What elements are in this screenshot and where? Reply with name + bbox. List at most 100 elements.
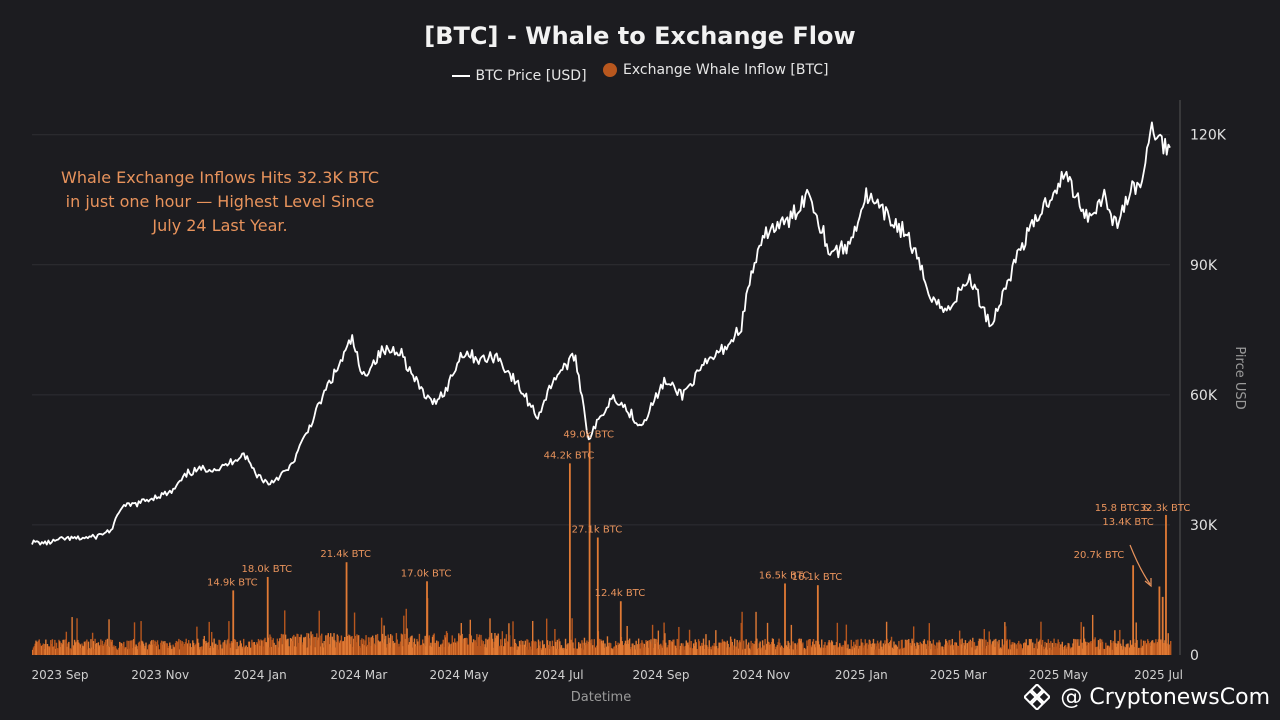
- inflow-bar: [743, 648, 746, 655]
- inflow-bar: [486, 647, 488, 655]
- inflow-bar: [541, 649, 543, 655]
- inflow-spike-bar: [1165, 514, 1167, 655]
- inflow-bar: [68, 641, 70, 655]
- inflow-bar: [106, 638, 109, 655]
- inflow-bar: [225, 645, 228, 655]
- inflow-bar: [775, 649, 777, 655]
- inflow-bar: [1033, 648, 1036, 655]
- inflow-bar: [422, 643, 425, 655]
- inflow-bar: [34, 643, 36, 655]
- inflow-bar: [972, 637, 974, 655]
- inflow-bar: [826, 645, 829, 655]
- inflow-bar: [405, 608, 407, 655]
- inflow-bar: [559, 647, 562, 655]
- inflow-bar: [658, 649, 660, 655]
- inflow-bar: [821, 647, 824, 655]
- inflow-bar: [883, 645, 885, 655]
- inflow-bar: [787, 640, 789, 655]
- legend-item-inflow[interactable]: Exchange Whale Inflow [BTC]: [603, 62, 828, 78]
- inflow-bar: [1098, 649, 1100, 655]
- inflow-bar: [377, 640, 380, 655]
- inflow-bar: [900, 639, 903, 655]
- inflow-bar: [327, 633, 329, 655]
- inflow-bar: [307, 647, 309, 655]
- inflow-bar: [115, 648, 118, 655]
- inflow-bar: [1152, 642, 1155, 655]
- inflow-bar: [64, 649, 66, 655]
- inflow-bar: [447, 646, 449, 655]
- inflow-bar: [677, 639, 679, 655]
- inflow-bar: [137, 642, 140, 655]
- inflow-bar: [889, 641, 891, 655]
- inflow-bar: [394, 644, 397, 655]
- inflow-bar: [441, 643, 444, 655]
- inflow-bar: [481, 643, 484, 655]
- inflow-bar: [83, 641, 86, 655]
- inflow-bar: [580, 648, 582, 655]
- inflow-bar: [1112, 641, 1114, 655]
- inflow-bar: [229, 647, 232, 655]
- inflow-bar: [107, 645, 109, 655]
- inflow-bar: [628, 638, 631, 655]
- inflow-bar: [770, 641, 773, 655]
- inflow-bar: [559, 641, 561, 655]
- y-axis-label: Pirce USD: [1232, 346, 1247, 409]
- inflow-bar: [705, 634, 707, 655]
- inflow-bar: [665, 647, 668, 655]
- inflow-bar: [82, 645, 84, 655]
- inflow-bar: [1140, 639, 1142, 655]
- inflow-bar: [330, 633, 332, 655]
- inflow-bar: [180, 643, 182, 655]
- inflow-bar: [667, 645, 669, 655]
- inflow-bar: [463, 638, 465, 655]
- inflow-bar: [1124, 647, 1127, 655]
- inflow-bar: [573, 648, 576, 655]
- inflow-bar: [885, 643, 887, 655]
- inflow-bar: [812, 641, 814, 655]
- inflow-bar: [85, 641, 87, 655]
- inflow-bar: [189, 643, 192, 655]
- inflow-bar: [912, 626, 915, 655]
- inflow-bar: [204, 643, 206, 655]
- inflow-bar: [974, 649, 976, 655]
- inflow-bar: [735, 646, 738, 655]
- inflow-bar: [407, 638, 409, 655]
- inflow-bar: [1042, 646, 1045, 655]
- inflow-bar: [1099, 638, 1101, 655]
- inflow-bar: [487, 639, 490, 655]
- inflow-bar: [896, 646, 898, 655]
- inflow-bar: [1048, 643, 1050, 655]
- inflow-bar: [420, 644, 422, 655]
- inflow-bar: [754, 641, 756, 655]
- inflow-bar: [222, 642, 224, 655]
- inflow-bar: [544, 647, 546, 655]
- inflow-bar: [1021, 649, 1023, 655]
- inflow-bar: [251, 639, 253, 655]
- inflow-bar: [380, 617, 383, 655]
- inflow-bar: [498, 645, 500, 655]
- inflow-bar: [119, 641, 121, 655]
- inflow-bar: [1064, 645, 1066, 655]
- inflow-bar: [177, 641, 179, 655]
- inflow-bar: [197, 642, 200, 655]
- inflow-bar: [720, 642, 723, 655]
- inflow-bar: [1113, 642, 1115, 655]
- inflow-bar: [95, 644, 97, 655]
- x-tick-label: 2023 Nov: [131, 668, 189, 682]
- inflow-bar: [570, 639, 573, 655]
- inflow-bar: [1000, 647, 1002, 655]
- inflow-bar: [380, 641, 382, 655]
- inflow-bar: [1062, 649, 1064, 655]
- inflow-bar: [867, 644, 870, 655]
- inflow-bar: [521, 644, 523, 655]
- inflow-bar: [540, 647, 542, 655]
- inflow-bar: [871, 643, 874, 655]
- inflow-bar: [157, 644, 160, 655]
- inflow-bar: [371, 635, 374, 655]
- inflow-bar: [90, 639, 92, 655]
- inflow-bar: [1138, 647, 1141, 655]
- legend-item-price[interactable]: BTC Price [USD]: [451, 68, 587, 84]
- inflow-bar: [701, 645, 704, 655]
- inflow-bar: [864, 639, 866, 655]
- inflow-bar: [978, 638, 981, 655]
